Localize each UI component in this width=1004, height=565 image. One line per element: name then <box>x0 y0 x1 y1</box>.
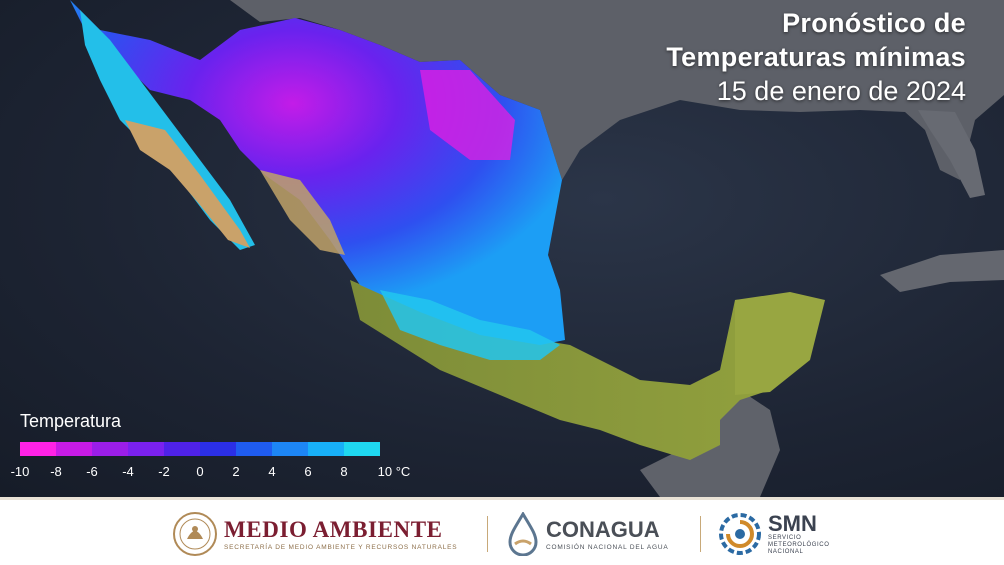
usa-landmass <box>230 0 1004 180</box>
legend-swatch <box>56 442 92 456</box>
legend-swatch <box>344 442 380 456</box>
medio-ambiente-name: MEDIO AMBIENTE <box>224 516 443 542</box>
mexico-seal-icon <box>173 512 217 556</box>
legend-tick-label: 8 <box>340 464 348 479</box>
footer-divider <box>700 516 701 552</box>
cold-pocket-ne <box>420 70 515 160</box>
footer-divider <box>487 516 488 552</box>
legend-swatch <box>164 442 200 456</box>
medio-ambiente-subtitle: SECRETARÍA DE MEDIO AMBIENTE Y RECURSOS … <box>224 543 458 551</box>
legend-swatch <box>200 442 236 456</box>
conagua-text: CONAGUA COMISIÓN NACIONAL DEL AGUA <box>546 516 669 551</box>
smn-subtitle-line3: NACIONAL <box>768 548 804 555</box>
baja-desert <box>125 120 250 248</box>
smn-subtitle-line2: METEOROLÓGICO <box>768 541 830 548</box>
legend-ticks: -10 -8 -6 -4 -2 0 2 4 6 8 10 °C <box>10 464 412 482</box>
legend-tick-label: 4 <box>268 464 276 479</box>
medio-ambiente-text: MEDIO AMBIENTE SECRETARÍA DE MEDIO AMBIE… <box>224 516 458 551</box>
conagua-name: CONAGUA <box>546 516 660 542</box>
map-title-block: Pronóstico de Temperaturas mínimas 15 de… <box>666 6 966 108</box>
legend-tick-label: -6 <box>86 464 98 479</box>
legend-swatch <box>272 442 308 456</box>
legend-swatch <box>20 442 56 456</box>
medio-ambiente-logo: MEDIO AMBIENTE SECRETARÍA DE MEDIO AMBIE… <box>172 510 457 558</box>
baja-california <box>80 10 255 250</box>
sonora-desert <box>260 170 345 255</box>
map-title-line2: Temperaturas mínimas <box>666 42 966 72</box>
water-drop-icon <box>508 512 538 556</box>
map-title-line1: Pronóstico de <box>782 8 966 38</box>
legend-tick-label: 6 <box>304 464 312 479</box>
map-graphic <box>70 0 1004 497</box>
smn-logo: SMN SERVICIO METEOROLÓGICO NACIONAL <box>718 510 829 558</box>
weather-swirl-icon <box>719 513 761 555</box>
legend-title: Temperatura <box>20 411 122 431</box>
florida-landmass <box>918 110 985 198</box>
conagua-subtitle: COMISIÓN NACIONAL DEL AGUA <box>546 543 669 551</box>
legend-color-bar <box>20 442 380 456</box>
mexico-warm <box>350 280 820 460</box>
temperature-map <box>0 0 1004 497</box>
temperature-legend: Temperatura -10 -8 -6 -4 -2 0 2 4 6 8 10 °C <box>10 410 412 482</box>
legend-tick-label: -8 <box>50 464 62 479</box>
central-cyan <box>380 290 560 360</box>
legend-tick-label: 0 <box>196 464 204 479</box>
legend-tick-label: 10 °C <box>377 464 411 479</box>
legend-swatch <box>128 442 164 456</box>
legend-tick-label: 2 <box>232 464 240 479</box>
smn-name: SMN <box>768 510 817 536</box>
legend-swatch <box>236 442 272 456</box>
cuba-landmass <box>880 250 1004 292</box>
yucatan <box>735 292 825 395</box>
smn-subtitle-line1: SERVICIO <box>768 534 802 541</box>
legend-tick-label: -4 <box>122 464 134 479</box>
legend-tick-label: -10 <box>10 464 30 479</box>
legend-swatch <box>92 442 128 456</box>
conagua-logo: CONAGUA COMISIÓN NACIONAL DEL AGUA <box>506 510 669 558</box>
footer-logos: MEDIO AMBIENTE SECRETARÍA DE MEDIO AMBIE… <box>0 497 1004 565</box>
legend-swatch <box>308 442 344 456</box>
legend-tick-label: -2 <box>158 464 170 479</box>
smn-text: SMN SERVICIO METEOROLÓGICO NACIONAL <box>768 510 830 556</box>
map-date: 15 de enero de 2024 <box>716 76 966 106</box>
